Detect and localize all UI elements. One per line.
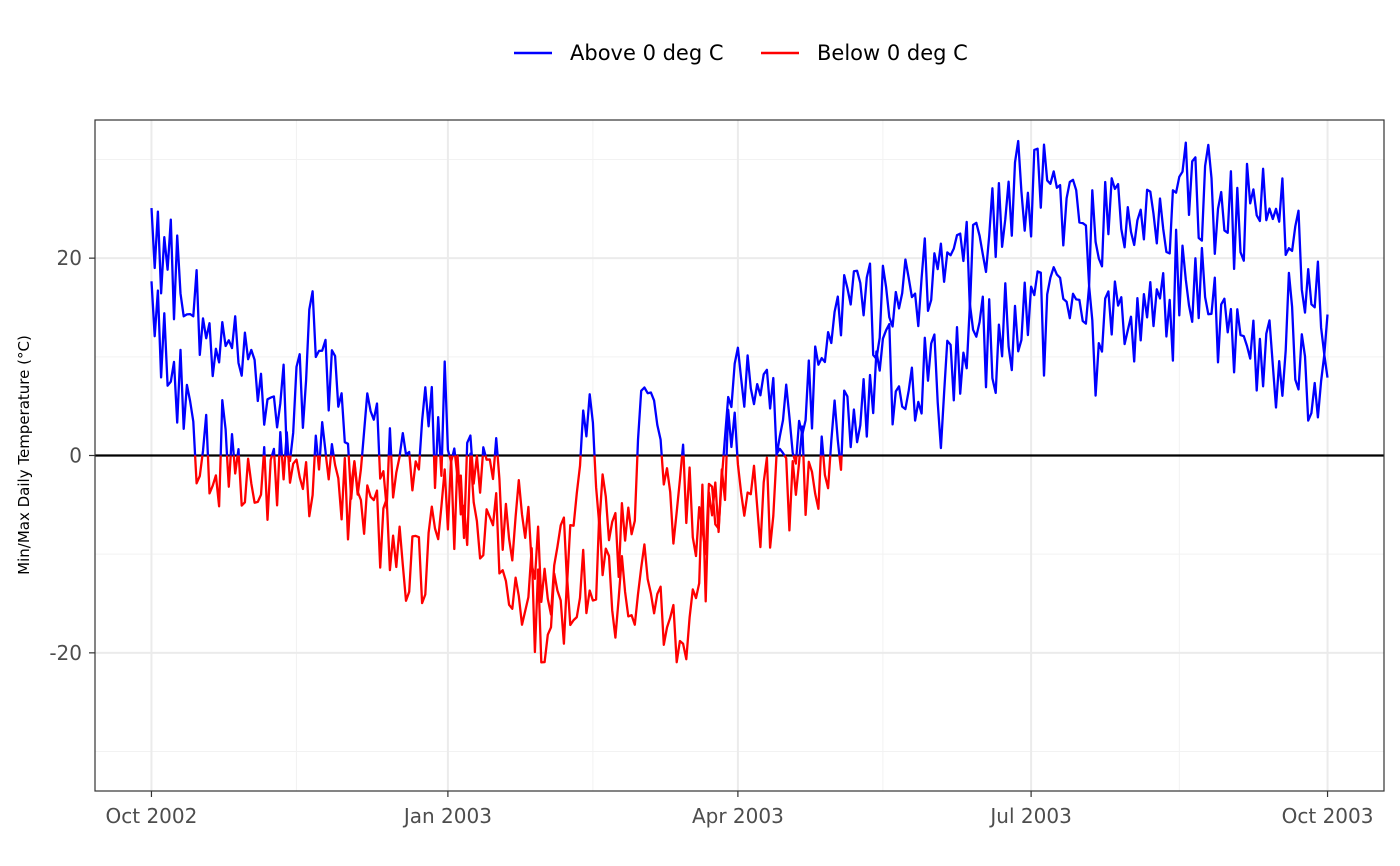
min-temperature-line-segment-6	[229, 433, 235, 456]
max-temperature-line-segment-26	[636, 386, 663, 456]
min-temperature-line-segment-33	[822, 455, 832, 490]
min-temperature-line-segment-1	[193, 455, 204, 485]
min-temperature-line-segment-8	[236, 447, 240, 456]
max-temperature-line-segment-0	[150, 208, 289, 456]
x-tick-label: Jul 2003	[988, 804, 1071, 828]
min-temperature-line-segment-2	[201, 413, 210, 456]
max-temperature-line-segment-24	[579, 393, 596, 456]
min-temperature-line-segment-29	[783, 454, 801, 532]
max-temperature-line-segment-25	[593, 455, 639, 579]
max-temperature-line-segment-5	[378, 455, 390, 510]
min-temperature-line-segment-19	[316, 455, 322, 471]
min-temperature-line-segment-27	[736, 455, 778, 549]
max-temperature-line-segment-14	[440, 360, 451, 456]
min-temperature-line-segment-13	[273, 455, 281, 507]
max-temperature-line-segment-11	[432, 455, 438, 490]
min-temperature-line-segment-31	[802, 455, 822, 517]
max-temperature-line-segment-10	[418, 385, 436, 456]
max-temperature-line-segment-6	[387, 427, 393, 456]
min-temperature-line-segment-34	[829, 399, 841, 456]
min-temperature-line-segment-23	[332, 455, 472, 605]
min-temperature-line-segment-28	[775, 447, 786, 457]
min-temperature-line-segment-15	[280, 455, 287, 481]
min-temperature-line-segment-16	[284, 431, 290, 456]
max-temperature-line-segment-18	[465, 434, 473, 456]
max-temperature-line-segment-31	[792, 455, 798, 465]
y-tick-label: 0	[69, 444, 82, 468]
x-tick-label: Oct 2002	[106, 804, 198, 828]
legend: Above 0 deg C Below 0 deg C	[514, 41, 968, 65]
min-temperature-line-segment-4	[219, 399, 229, 456]
x-tick-label: Jan 2003	[402, 804, 492, 828]
max-temperature-line-segment-16	[451, 447, 457, 456]
max-temperature-line-segment-27	[660, 455, 684, 545]
y-tick-label: 20	[57, 246, 82, 270]
min-temperature-line-segment-20	[318, 421, 328, 456]
max-temperature-line-segment-30	[722, 346, 795, 457]
legend-label-above: Above 0 deg C	[570, 41, 724, 65]
max-temperature-line-segment-13	[439, 455, 444, 477]
min-temperature-line-segment-9	[237, 455, 265, 507]
min-temperature-line-segment-7	[232, 455, 239, 475]
min-temperature-line-segment-18	[313, 434, 319, 456]
min-temperature-line-segment-5	[225, 455, 232, 488]
min-temperature-line-segment-3	[206, 455, 222, 508]
series-layer	[150, 139, 1329, 664]
x-tick-label: Oct 2003	[1282, 804, 1374, 828]
legend-label-below: Below 0 deg C	[817, 41, 968, 65]
min-temperature-line-segment-22	[329, 443, 335, 456]
max-temperature-line-segment-21	[484, 455, 497, 481]
max-temperature-line-segment-32	[795, 139, 1329, 456]
min-temperature-line-segment-25	[469, 455, 728, 664]
max-temperature-line-segment-23	[496, 455, 582, 616]
max-temperature-line-segment-7	[390, 455, 401, 499]
min-temperature-line-segment-21	[324, 455, 333, 481]
min-temperature-line-segment-30	[798, 425, 805, 456]
y-axis-title: Min/Max Daily Temperature (°C)	[15, 335, 33, 575]
min-temperature-line-segment-26	[725, 408, 739, 456]
max-temperature-line-segment-9	[408, 455, 421, 492]
x-tick-label: Apr 2003	[692, 804, 784, 828]
min-temperature-line-segment-12	[270, 447, 276, 456]
min-temperature-line-segment-32	[819, 435, 825, 456]
max-temperature-line-segment-22	[493, 437, 499, 456]
max-temperature-line-segment-19	[470, 454, 484, 494]
max-temperature-line-segment-20	[481, 446, 487, 456]
min-temperature-line-segment-14	[278, 430, 284, 456]
min-temperature-line-segment-11	[263, 455, 274, 521]
max-temperature-line-segment-28	[680, 443, 685, 456]
y-axis: 20 0 -20	[49, 246, 95, 665]
x-axis: Oct 2002 Jan 2003 Apr 2003 Jul 2003 Oct 2003	[106, 791, 1374, 828]
max-temperature-line-segment-12	[435, 416, 442, 456]
max-temperature-line-segment-8	[398, 431, 411, 456]
y-tick-label: -20	[49, 641, 82, 665]
min-temperature-line-segment-0	[150, 281, 197, 456]
min-temperature-line-segment-17	[287, 455, 316, 518]
min-temperature-line-segment-36	[840, 228, 1329, 456]
min-temperature-line-segment-35	[838, 455, 843, 471]
max-temperature-line-segment-4	[360, 392, 381, 456]
min-temperature-line-segment-10	[262, 445, 266, 456]
max-temperature-line-segment-2	[289, 290, 350, 456]
